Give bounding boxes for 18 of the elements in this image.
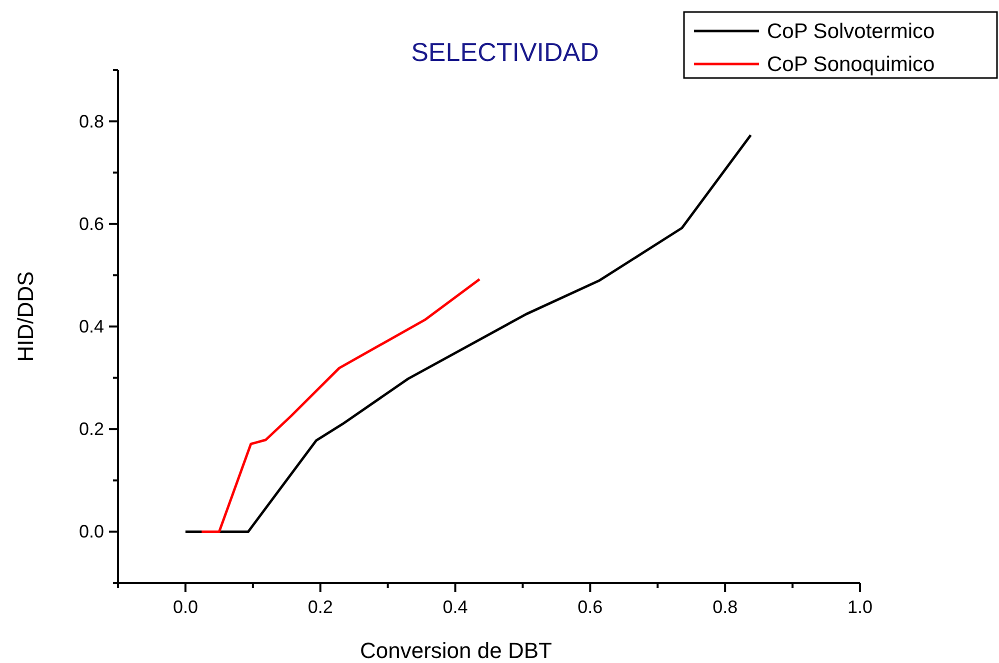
line-series [184,134,752,533]
y-tick-label: 0.4 [78,316,104,336]
y-tick-label: 0.6 [78,214,104,234]
x-tick-label: 0.6 [578,597,603,617]
x-tick-label: 0.0 [172,597,198,617]
y-tick-label: 0.0 [78,522,104,542]
line-series [200,278,481,533]
y-tick-label: 0.2 [78,419,104,440]
y-tick-label: 0.8 [78,111,104,132]
x-tick-label: 1.0 [847,597,873,617]
x-tick-label: 0.4 [442,597,468,617]
x-tick-label: 0.2 [308,597,333,617]
x-tick-label: 0.8 [712,597,738,617]
legend-label: CoP Solvotermico [767,20,935,43]
chart-title: SELECTIVIDAD [411,37,599,67]
y-axis-title: HID/DDS [13,271,38,362]
legend-label: CoP Sonoquimico [767,53,935,76]
x-axis-title: Conversion de DBT [360,638,552,663]
